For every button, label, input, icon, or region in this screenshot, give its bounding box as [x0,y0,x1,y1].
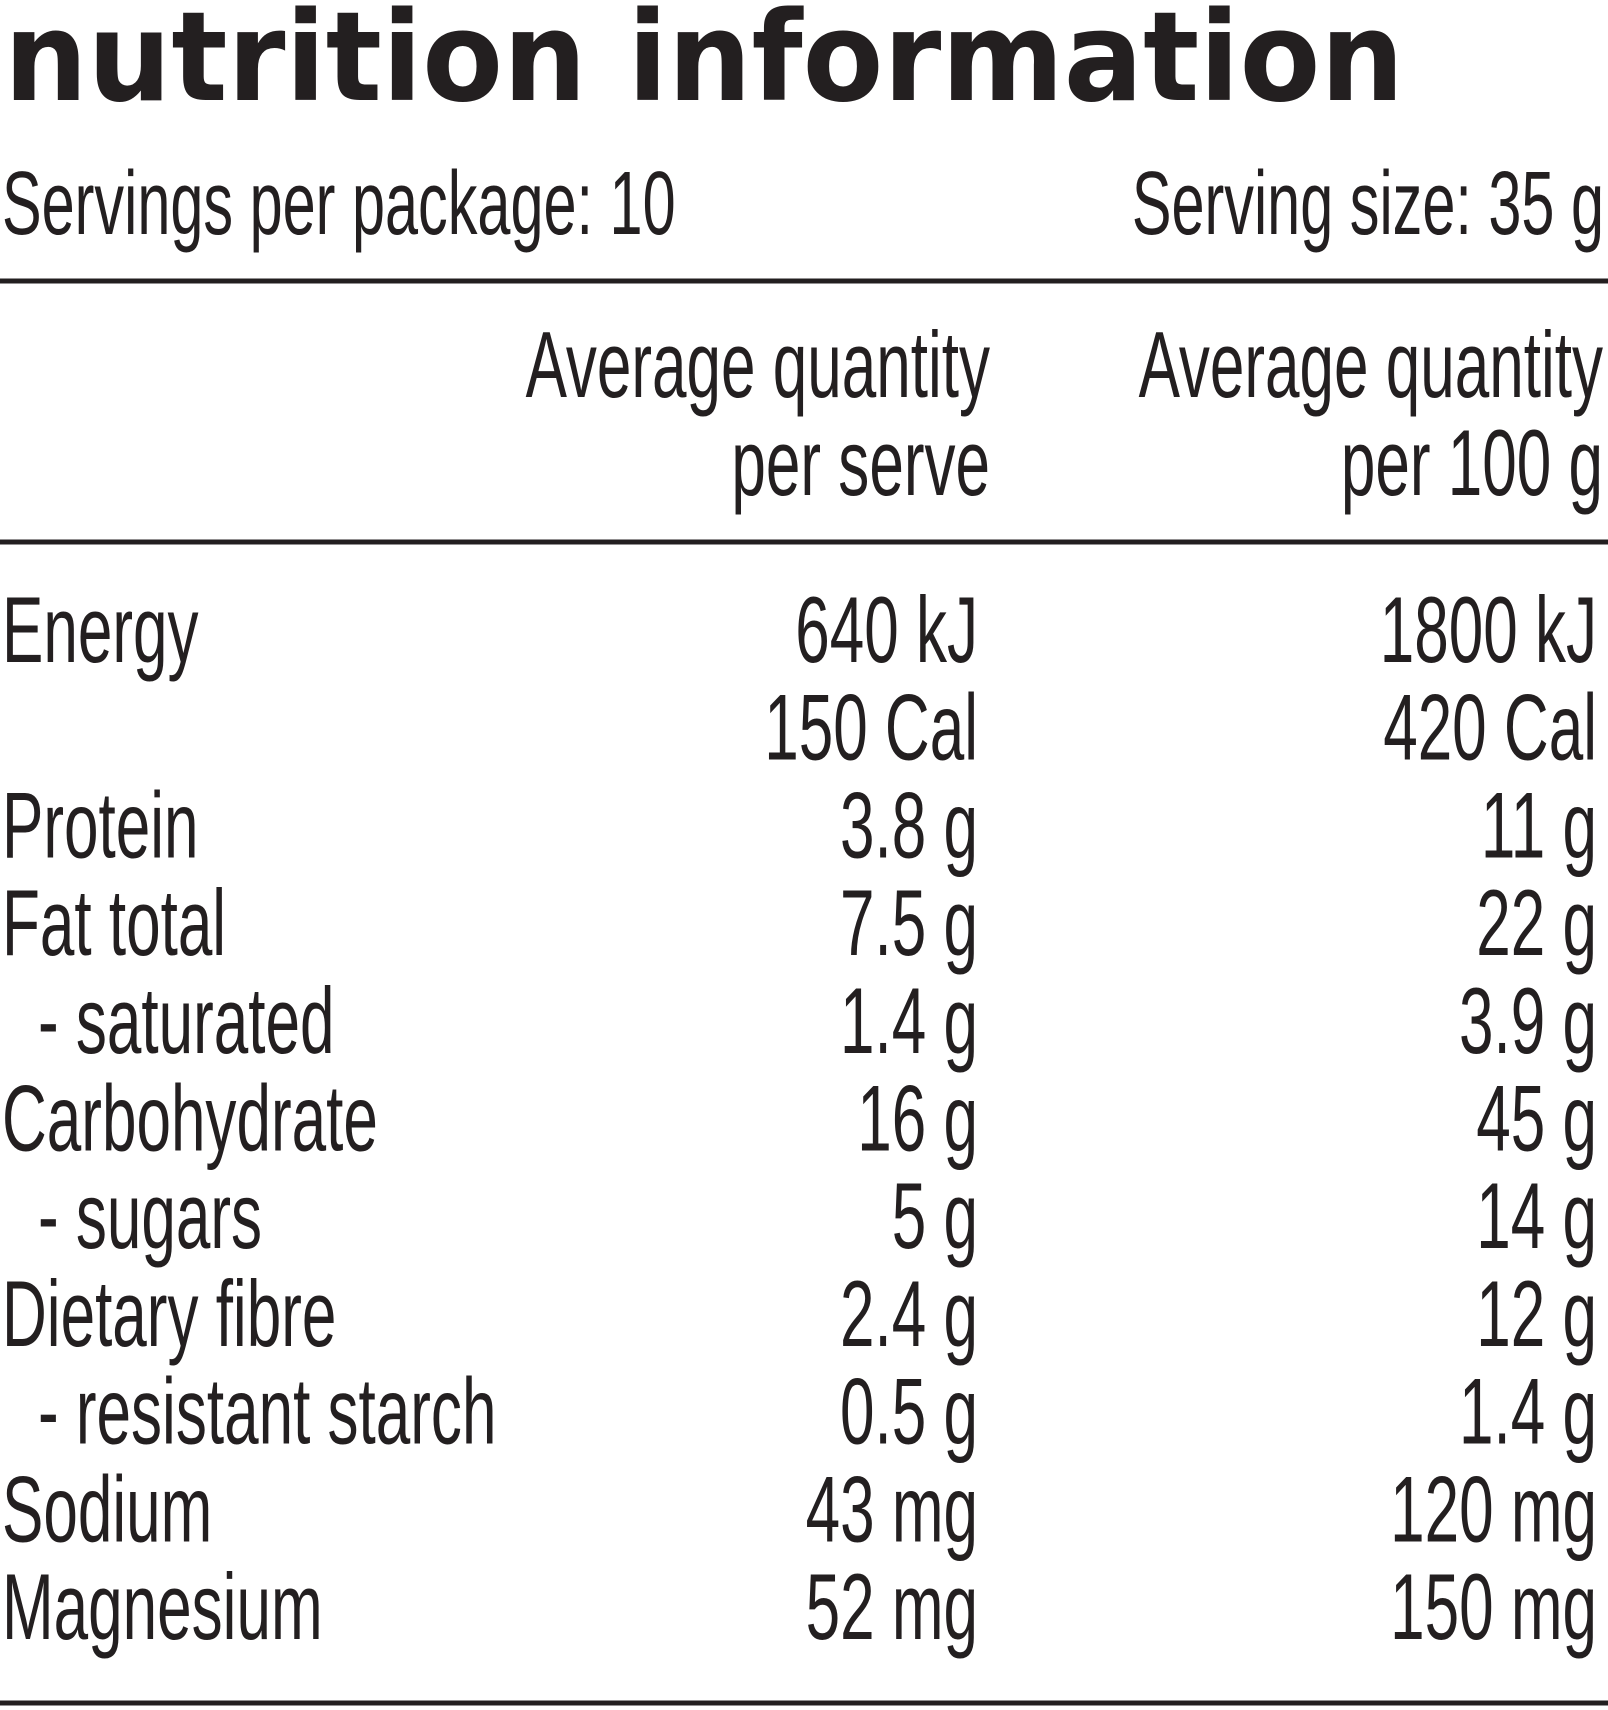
quantity: 2.4 g [840,1261,978,1366]
column-header: per serve [731,410,990,515]
quantity: 22 g [1476,870,1597,975]
quantity: 16 g [857,1066,978,1171]
nutrient-name: Fat total [2,870,226,975]
nutrient-name: - sugars [38,1163,262,1268]
serving-size: Serving size: 35 g [1132,154,1604,254]
nutrient-name: Dietary fibre [2,1261,336,1366]
nutrient-name: - resistant starch [38,1359,496,1464]
nutrient-name: Energy [2,577,199,682]
column-header: Average quantity [526,312,991,417]
quantity: 14 g [1476,1163,1597,1268]
quantity: 1800 kJ [1380,577,1597,682]
quantity: 3.9 g [1459,968,1597,1073]
quantity: 1.4 g [1459,1359,1597,1464]
quantity: 120 mg [1390,1456,1597,1561]
nutrient-name: Sodium [2,1456,212,1561]
nutrient-name: - saturated [38,968,335,1073]
quantity: 12 g [1476,1261,1597,1366]
quantity: 150 mg [1390,1554,1597,1659]
quantity: 640 kJ [795,577,978,682]
quantity: 1.4 g [840,968,978,1073]
quantity: 5 g [892,1163,978,1268]
title: nutrition information [4,0,1404,130]
quantity: 7.5 g [840,870,978,975]
servings-per-package: Servings per package: 10 [2,154,676,254]
quantity: 3.8 g [840,772,978,877]
nutrient-name: Carbohydrate [2,1066,378,1171]
nutrient-name: Protein [2,772,199,877]
quantity: 11 g [1481,772,1597,877]
quantity: 150 Cal [764,675,978,780]
column-header: per 100 g [1341,410,1603,515]
quantity: 0.5 g [840,1359,978,1464]
quantity: 52 mg [806,1554,978,1659]
quantity: 43 mg [806,1456,978,1561]
column-header: Average quantity [1139,312,1604,417]
nutrient-name: Magnesium [2,1554,323,1659]
quantity: 45 g [1476,1066,1597,1171]
quantity: 420 Cal [1383,675,1597,780]
